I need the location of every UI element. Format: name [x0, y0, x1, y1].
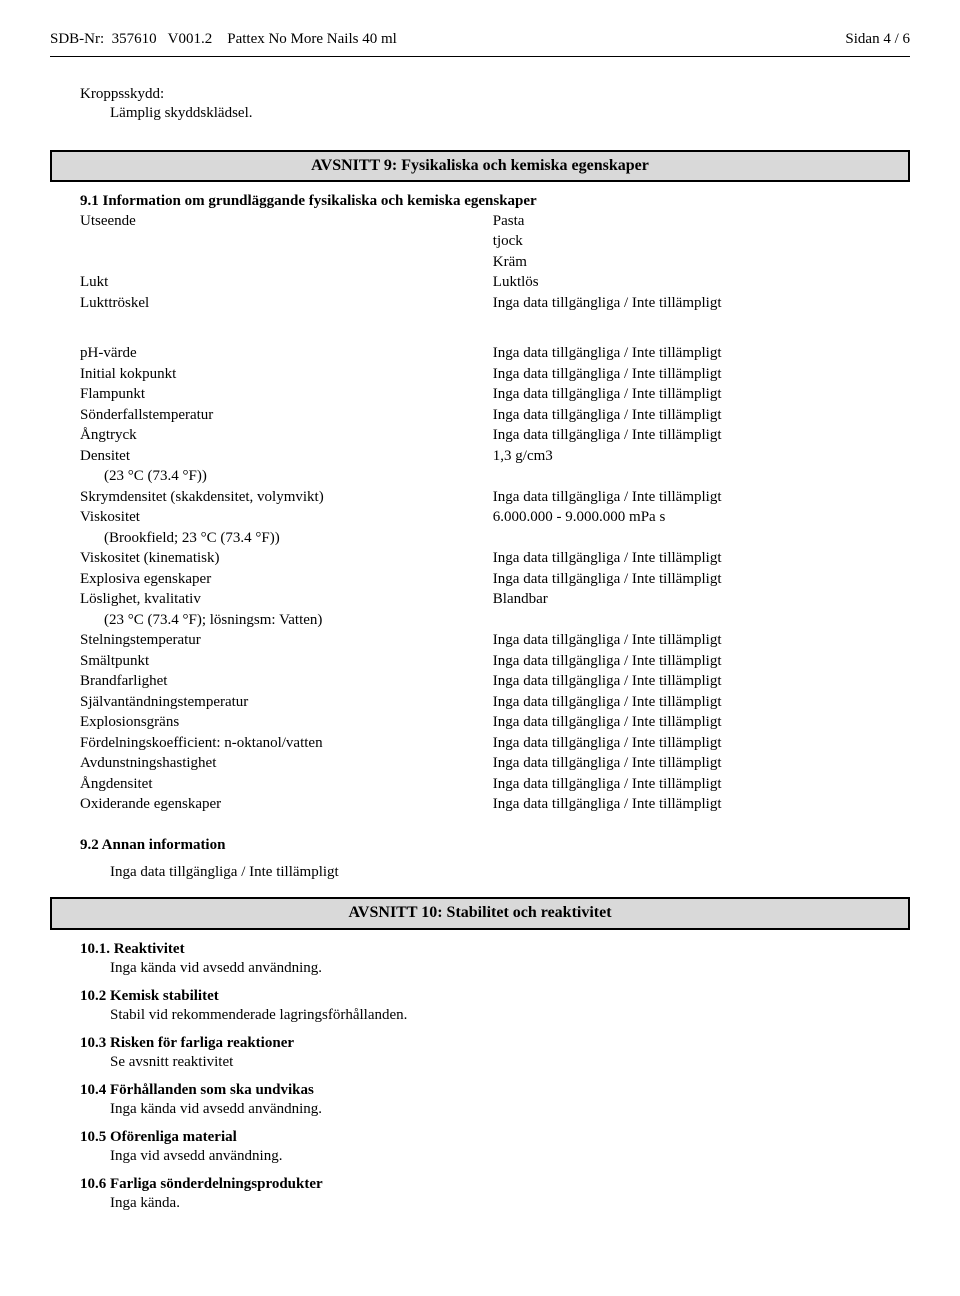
appearance-val-1: Pasta — [493, 212, 940, 233]
section-10-item-body: Stabil vid rekommenderade lagringsförhål… — [110, 1006, 910, 1026]
property-val: Inga data tillgängliga / Inte tillämplig… — [493, 426, 940, 447]
property-key: Smältpunkt — [80, 652, 493, 673]
property-val: Inga data tillgängliga / Inte tillämplig… — [493, 693, 940, 714]
section-10-item-head: 10.5 Oförenliga material — [80, 1128, 910, 1148]
header-left: SDB-Nr: 357610 V001.2 Pattex No More Nai… — [50, 30, 397, 50]
property-key: Flampunkt — [80, 385, 493, 406]
appearance-table: Utseende Pasta tjock Kräm Lukt Luktlös L… — [80, 212, 940, 315]
section-10-item-head: 10.4 Förhållanden som ska undvikas — [80, 1081, 910, 1101]
property-val: Inga data tillgängliga / Inte tillämplig… — [493, 754, 940, 775]
section-9-2-heading: 9.2 Annan information — [80, 836, 910, 856]
property-val: Inga data tillgängliga / Inte tillämplig… — [493, 344, 940, 365]
property-key: Avdunstningshastighet — [80, 754, 493, 775]
property-key: Brandfarlighet — [80, 672, 493, 693]
section-10-item-body: Se avsnitt reaktivitet — [110, 1053, 910, 1073]
property-key: Densitet — [80, 447, 493, 468]
property-val: Inga data tillgängliga / Inte tillämplig… — [493, 385, 940, 406]
property-val: Inga data tillgängliga / Inte tillämplig… — [493, 549, 940, 570]
property-key: Viskositet — [80, 508, 493, 529]
property-val: Inga data tillgängliga / Inte tillämplig… — [493, 631, 940, 652]
property-val: Blandbar — [493, 590, 940, 611]
property-key: Skrymdensitet (skakdensitet, volymvikt) — [80, 488, 493, 509]
section-9-1-heading: 9.1 Information om grundläggande fysikal… — [80, 192, 910, 212]
property-key: Initial kokpunkt — [80, 365, 493, 386]
property-subnote: (23 °C (73.4 °F); lösningsm: Vatten) — [104, 611, 489, 631]
section-10-item-head: 10.2 Kemisk stabilitet — [80, 987, 910, 1007]
property-val: Inga data tillgängliga / Inte tillämplig… — [493, 795, 940, 816]
property-val: Inga data tillgängliga / Inte tillämplig… — [493, 652, 940, 673]
appearance-val-3: Kräm — [493, 253, 940, 274]
odor-threshold-key: Lukttröskel — [80, 294, 493, 315]
property-val: Inga data tillgängliga / Inte tillämplig… — [493, 570, 940, 591]
property-val: Inga data tillgängliga / Inte tillämplig… — [493, 775, 940, 796]
section-9-2-body: Inga data tillgängliga / Inte tillämplig… — [110, 863, 910, 883]
property-subnote: (Brookfield; 23 °C (73.4 °F)) — [104, 529, 489, 549]
section-10-banner: AVSNITT 10: Stabilitet och reaktivitet — [50, 897, 910, 930]
section-10-item-body: Inga kända. — [110, 1194, 910, 1214]
properties-table: pH-värdeInga data tillgängliga / Inte ti… — [80, 344, 940, 816]
property-key: Explosiva egenskaper — [80, 570, 493, 591]
section-10-item-body: Inga kända vid avsedd användning. — [110, 959, 910, 979]
body-protection-value: Lämplig skyddsklädsel. — [110, 104, 910, 124]
header-page-number: Sidan 4 / 6 — [845, 30, 910, 50]
property-val: Inga data tillgängliga / Inte tillämplig… — [493, 672, 940, 693]
appearance-key: Utseende — [80, 212, 493, 233]
page-header: SDB-Nr: 357610 V001.2 Pattex No More Nai… — [50, 30, 910, 50]
body-protection-label: Kroppsskydd: — [80, 85, 910, 105]
property-val: Inga data tillgängliga / Inte tillämplig… — [493, 406, 940, 427]
section-10-item-head: 10.1. Reaktivitet — [80, 940, 910, 960]
property-subnote: (23 °C (73.4 °F)) — [104, 467, 489, 487]
odor-threshold-val: Inga data tillgängliga / Inte tillämplig… — [493, 294, 940, 315]
header-divider — [50, 56, 910, 57]
property-key: Självantändningstemperatur — [80, 693, 493, 714]
smell-key: Lukt — [80, 273, 493, 294]
property-val: Inga data tillgängliga / Inte tillämplig… — [493, 734, 940, 755]
property-val: 1,3 g/cm3 — [493, 447, 940, 468]
property-val: Inga data tillgängliga / Inte tillämplig… — [493, 488, 940, 509]
property-key: Sönderfallstemperatur — [80, 406, 493, 427]
section-10-item-body: Inga kända vid avsedd användning. — [110, 1100, 910, 1120]
property-val: Inga data tillgängliga / Inte tillämplig… — [493, 365, 940, 386]
section-10-item-head: 10.3 Risken för farliga reaktioner — [80, 1034, 910, 1054]
appearance-val-2: tjock — [493, 232, 940, 253]
property-val: 6.000.000 - 9.000.000 mPa s — [493, 508, 940, 529]
property-key: Löslighet, kvalitativ — [80, 590, 493, 611]
property-val: Inga data tillgängliga / Inte tillämplig… — [493, 713, 940, 734]
property-key: Fördelningskoefficient: n-oktanol/vatten — [80, 734, 493, 755]
property-key: Viskositet (kinematisk) — [80, 549, 493, 570]
smell-val: Luktlös — [493, 273, 940, 294]
section-10-item-body: Inga vid avsedd användning. — [110, 1147, 910, 1167]
section-10-item-head: 10.6 Farliga sönderdelningsprodukter — [80, 1175, 910, 1195]
property-key: Ångtryck — [80, 426, 493, 447]
property-key: pH-värde — [80, 344, 493, 365]
property-key: Ångdensitet — [80, 775, 493, 796]
property-key: Stelningstemperatur — [80, 631, 493, 652]
property-key: Explosionsgräns — [80, 713, 493, 734]
section-9-banner: AVSNITT 9: Fysikaliska och kemiska egens… — [50, 150, 910, 183]
property-key: Oxiderande egenskaper — [80, 795, 493, 816]
